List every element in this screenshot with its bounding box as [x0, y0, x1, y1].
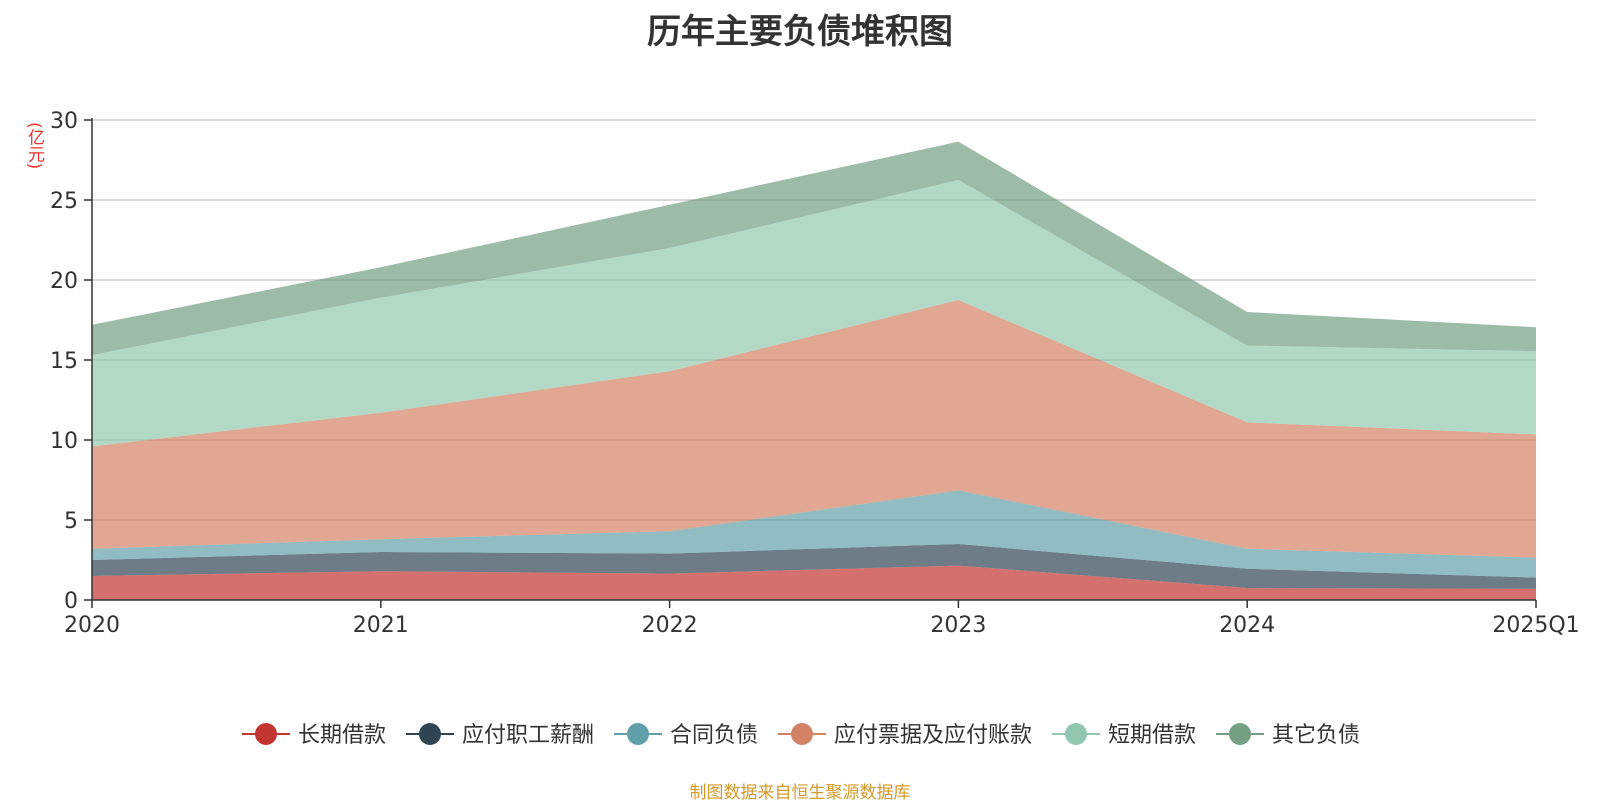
- area-合同负债: [92, 490, 1536, 578]
- x-tick-label: 2025Q1: [1492, 613, 1579, 638]
- legend-item: 长期借款: [242, 723, 386, 748]
- x-tick-label: 2022: [642, 613, 698, 638]
- legend-item: 应付职工薪酬: [406, 723, 594, 748]
- y-tick-label: 5: [64, 509, 78, 534]
- data-source-note: 制图数据来自恒生聚源数据库: [689, 783, 911, 803]
- y-tick-label: 25: [50, 189, 78, 214]
- y-tick-label: 15: [50, 349, 78, 374]
- legend-label: 长期借款: [298, 723, 386, 748]
- area-其它负债: [92, 141, 1536, 356]
- y-tick-label: 0: [64, 589, 78, 614]
- legend-label: 短期借款: [1108, 723, 1196, 748]
- area-应付票据及应付账款: [92, 300, 1536, 558]
- legend-marker: [255, 723, 277, 745]
- legend-marker: [627, 723, 649, 745]
- axes: 0 5 10 15 20 25 30 2020 2021 2022 2023 2024 2025Q1: [50, 109, 1580, 638]
- legend-item: 其它负债: [1216, 723, 1360, 748]
- y-tick-label: 20: [50, 269, 78, 294]
- legend-label: 应付职工薪酬: [462, 723, 594, 748]
- legend-label: 其它负债: [1272, 723, 1360, 748]
- legend-marker: [791, 723, 813, 745]
- area-series: [92, 141, 1536, 600]
- legend-item: 合同负债: [614, 723, 758, 748]
- chart-title: 历年主要负债堆积图: [647, 12, 953, 52]
- area-长期借款: [92, 565, 1536, 600]
- x-tick-label: 2023: [930, 613, 986, 638]
- legend: 长期借款 应付职工薪酬 合同负债 应付票据及应付账款 短期借款 其它负债: [242, 723, 1360, 748]
- area-短期借款: [92, 180, 1536, 447]
- legend-marker: [1229, 723, 1251, 745]
- legend-label: 应付票据及应付账款: [834, 723, 1032, 748]
- x-tick-label: 2020: [64, 613, 120, 638]
- y-axis-unit-label: (亿元): [24, 122, 44, 170]
- y-tick-label: 30: [50, 109, 78, 134]
- legend-marker: [419, 723, 441, 745]
- legend-label: 合同负债: [670, 723, 758, 748]
- x-tick-label: 2021: [353, 613, 409, 638]
- area-应付职工薪酬: [92, 544, 1536, 589]
- legend-item: 应付票据及应付账款: [778, 723, 1032, 748]
- y-tick-label: 10: [50, 429, 78, 454]
- legend-marker: [1065, 723, 1087, 745]
- legend-item: 短期借款: [1052, 723, 1196, 748]
- x-tick-label: 2024: [1219, 613, 1275, 638]
